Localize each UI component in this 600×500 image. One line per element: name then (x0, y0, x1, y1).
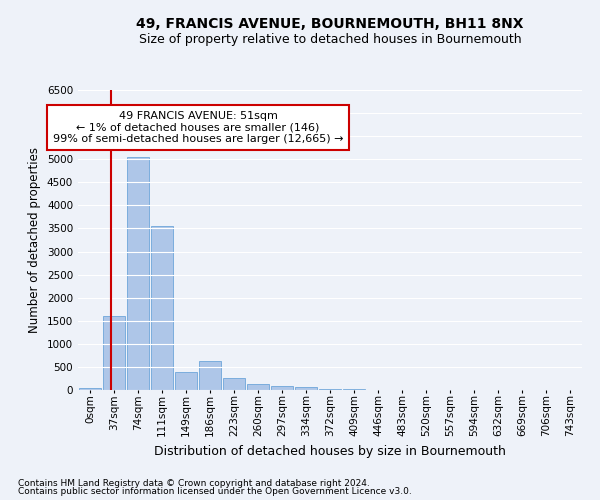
X-axis label: Distribution of detached houses by size in Bournemouth: Distribution of detached houses by size … (154, 444, 506, 458)
Bar (199, 362, 221, 390)
Bar (79, 388, 101, 390)
Bar (295, 387, 317, 390)
Y-axis label: Number of detached properties: Number of detached properties (28, 147, 41, 333)
Text: Contains HM Land Registry data © Crown copyright and database right 2024.: Contains HM Land Registry data © Crown c… (18, 478, 370, 488)
Bar (103, 316, 125, 390)
Bar (175, 372, 197, 390)
Text: 49, FRANCIS AVENUE, BOURNEMOUTH, BH11 8NX: 49, FRANCIS AVENUE, BOURNEMOUTH, BH11 8N… (136, 18, 524, 32)
Bar (319, 388, 341, 390)
Bar (127, 157, 149, 390)
Bar (247, 384, 269, 390)
Bar (271, 386, 293, 390)
Bar (223, 378, 245, 390)
Bar (151, 226, 173, 390)
Text: Size of property relative to detached houses in Bournemouth: Size of property relative to detached ho… (139, 32, 521, 46)
Text: Contains public sector information licensed under the Open Government Licence v3: Contains public sector information licen… (18, 487, 412, 496)
Text: 49 FRANCIS AVENUE: 51sqm
← 1% of detached houses are smaller (146)
99% of semi-d: 49 FRANCIS AVENUE: 51sqm ← 1% of detache… (53, 111, 343, 144)
